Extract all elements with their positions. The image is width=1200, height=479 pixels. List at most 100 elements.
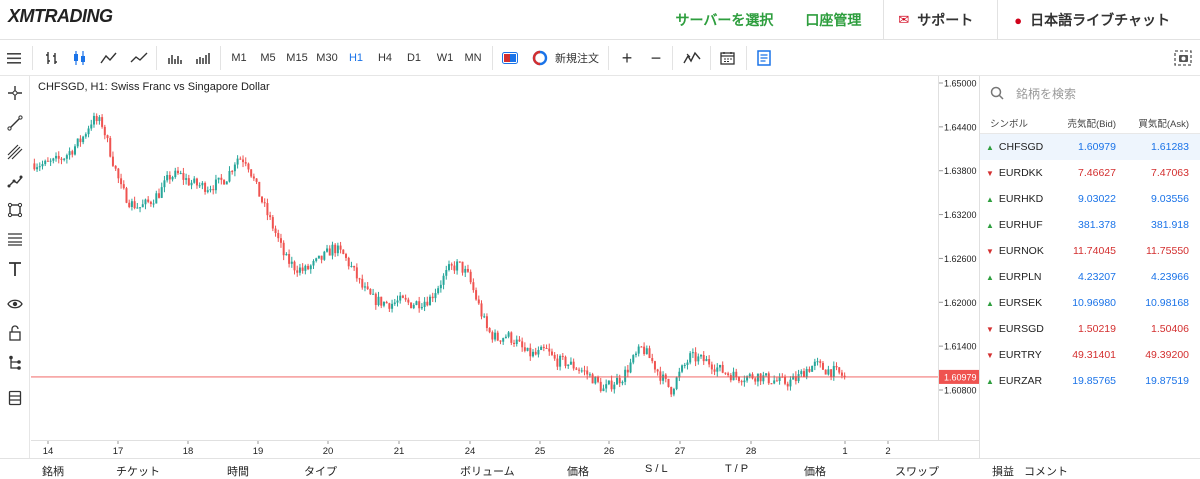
live-chat-link[interactable]: ● 日本語ライブチャット <box>997 0 1200 40</box>
candle-body <box>624 369 627 382</box>
candle-body <box>382 301 385 306</box>
candle-body <box>453 265 456 271</box>
line-chart-icon[interactable] <box>128 46 150 70</box>
timeframe-w1[interactable]: W1 <box>434 46 456 70</box>
candle-body <box>561 355 564 357</box>
ask-cell: 49.39200 <box>1145 349 1189 361</box>
candle-body <box>830 369 833 377</box>
candle-body <box>52 158 55 161</box>
fibonacci-icon[interactable] <box>4 228 26 250</box>
candle-body <box>502 338 505 342</box>
candle-body <box>732 371 735 381</box>
watchlist-row[interactable]: ▲ EURSEK 10.96980 10.98168 <box>980 290 1200 316</box>
watchlist-row[interactable]: ▲ EURPLN 4.23207 4.23966 <box>980 264 1200 290</box>
symbol-search[interactable]: 銘柄を検索 <box>980 76 1200 110</box>
symbol-name: EURPLN <box>998 271 1042 283</box>
terminal-header: 銘柄 チケット 時間 タイプ ボリューム 価格 S / L T / P 価格 ス… <box>0 458 1200 478</box>
watchlist-row[interactable]: ▼ EURSGD 1.50219 1.50406 <box>980 316 1200 342</box>
crosshair-icon[interactable] <box>4 82 26 104</box>
rectangle-icon[interactable] <box>4 199 26 221</box>
watchlist-row[interactable]: ▼ EURTRY 49.31401 49.39200 <box>980 342 1200 368</box>
data-window-icon[interactable] <box>4 387 26 409</box>
candle-body <box>632 355 635 363</box>
timeframe-m1[interactable]: M1 <box>229 46 249 70</box>
candle-body <box>765 373 768 376</box>
price-chart[interactable]: CHFSGD, H1: Swiss Franc vs Singapore Dol… <box>31 76 938 440</box>
candle-body <box>155 193 158 204</box>
server-select-link[interactable]: サーバーを選択 <box>659 0 789 40</box>
candle-body <box>526 347 529 351</box>
candle-body <box>109 138 112 157</box>
screenshot-icon[interactable] <box>1172 46 1194 70</box>
watchlist-row[interactable]: ▼ EURDKK 7.46627 7.47063 <box>980 160 1200 186</box>
candle-body <box>567 364 570 367</box>
candle-body <box>475 290 478 300</box>
one-click-trading-icon[interactable] <box>500 46 520 70</box>
candle-body <box>518 339 521 342</box>
candle-body <box>130 201 133 207</box>
timeframe-mn-label: MN <box>464 52 482 64</box>
watchlist-row[interactable]: ▼ EURNOK 11.74045 11.75550 <box>980 238 1200 264</box>
col-profit: 損益 <box>992 466 1014 478</box>
candlestick-icon[interactable] <box>70 46 90 70</box>
timeframe-m30[interactable]: M30 <box>314 46 340 70</box>
time-axis[interactable]: 14 17 18 19 20 21 24 25 26 27 28 1 2 <box>31 440 979 458</box>
candle-body <box>396 300 399 303</box>
symbol-name: EURHKD <box>998 193 1044 205</box>
object-tree-icon[interactable] <box>4 352 26 374</box>
candle-body <box>808 369 811 372</box>
candle-body <box>171 177 174 180</box>
zoom-in-button[interactable]: + <box>618 46 636 70</box>
new-order-button[interactable]: 新規注文 <box>532 46 602 70</box>
candle-body <box>271 217 274 229</box>
candle-body <box>442 275 445 285</box>
price-axis[interactable]: 1.65000 1.64400 1.63800 1.63200 1.62600 1.620… <box>938 76 980 440</box>
watchlist-row[interactable]: ▲ EURZAR 19.85765 19.87519 <box>980 368 1200 394</box>
candle-body <box>634 353 637 356</box>
area-chart-icon[interactable] <box>98 46 120 70</box>
candle-body <box>775 380 778 382</box>
candle-body <box>363 286 366 288</box>
volume-icon[interactable] <box>164 46 186 70</box>
calendar-icon[interactable] <box>718 46 738 70</box>
support-link[interactable]: ✉ サポート <box>883 0 997 40</box>
xm-logo[interactable]: XMTRADING <box>8 6 113 26</box>
arrow-up-icon: ▲ <box>986 142 994 152</box>
timeframe-h1[interactable]: H1 <box>346 46 366 70</box>
zoom-out-button[interactable]: − <box>647 46 665 70</box>
watchlist-row[interactable]: ▲ CHFSGD 1.60979 1.61283 <box>980 134 1200 160</box>
candle-body <box>328 248 331 256</box>
symbol-cell: ▲ EURZAR <box>980 375 1046 387</box>
timeframe-m15[interactable]: M15 <box>285 46 309 70</box>
account-management-link[interactable]: 口座管理 <box>789 0 883 40</box>
timeframe-m5[interactable]: M5 <box>258 46 278 70</box>
candle-body <box>469 271 472 283</box>
watchlist-row[interactable]: ▲ EURHKD 9.03022 9.03556 <box>980 186 1200 212</box>
indicator-volume-icon[interactable] <box>192 46 214 70</box>
channel-icon[interactable] <box>4 141 26 163</box>
candle-body <box>504 336 507 339</box>
text-tool-icon[interactable] <box>4 258 26 280</box>
timeframe-h4[interactable]: H4 <box>375 46 395 70</box>
candle-body <box>550 351 553 355</box>
candlestick-chart[interactable] <box>31 76 938 440</box>
candle-body <box>572 361 575 369</box>
bar-chart-icon[interactable] <box>42 46 62 70</box>
watchlist-row[interactable]: ▲ EURHUF 381.378 381.918 <box>980 212 1200 238</box>
candle-body <box>840 372 843 376</box>
candle-body <box>491 332 494 340</box>
timeframe-mn[interactable]: MN <box>462 46 484 70</box>
price-tick-label: 1.62600 <box>944 254 977 264</box>
candle-body <box>607 380 610 385</box>
menu-icon[interactable] <box>5 46 25 70</box>
trend-line-icon[interactable] <box>4 112 26 134</box>
lock-icon[interactable] <box>4 322 26 344</box>
indicators-icon[interactable] <box>681 46 703 70</box>
timeframe-d1[interactable]: D1 <box>404 46 424 70</box>
candle-body <box>821 362 824 370</box>
arrow-down-icon: ▼ <box>986 246 994 256</box>
eye-icon[interactable] <box>4 293 26 315</box>
polyline-icon[interactable] <box>4 170 26 192</box>
templates-icon[interactable] <box>754 46 774 70</box>
candle-body <box>114 165 117 169</box>
